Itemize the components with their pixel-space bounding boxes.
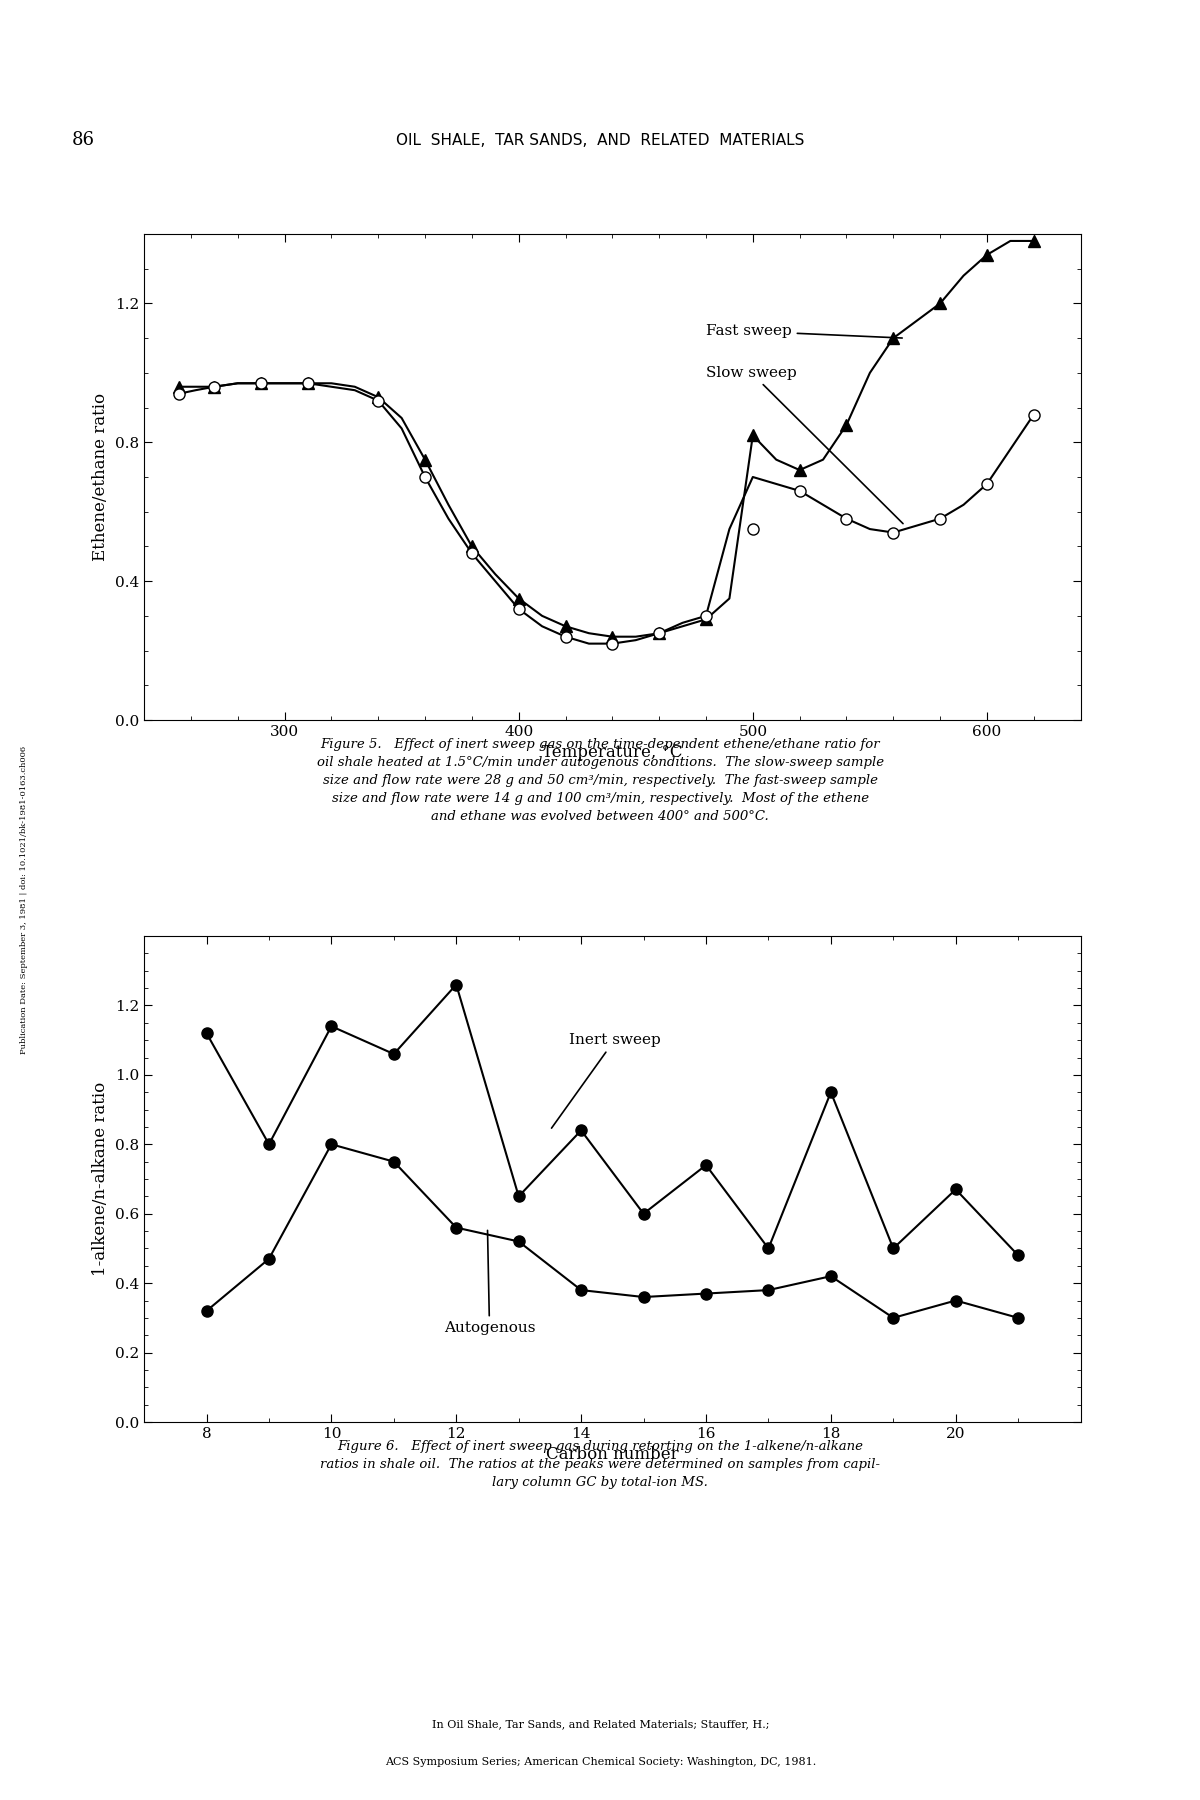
X-axis label: Temperature, °C: Temperature, °C [541,745,683,761]
Y-axis label: 1-alkene/n-alkane ratio: 1-alkene/n-alkane ratio [92,1082,109,1276]
X-axis label: Carbon number: Carbon number [546,1447,678,1463]
Text: 86: 86 [72,131,95,149]
Text: Fast sweep: Fast sweep [706,324,901,338]
Text: In Oil Shale, Tar Sands, and Related Materials; Stauffer, H.;: In Oil Shale, Tar Sands, and Related Mat… [431,1719,769,1730]
Y-axis label: Ethene/ethane ratio: Ethene/ethane ratio [92,392,109,562]
Text: Slow sweep: Slow sweep [706,365,902,524]
Text: OIL  SHALE,  TAR SANDS,  AND  RELATED  MATERIALS: OIL SHALE, TAR SANDS, AND RELATED MATERI… [396,133,804,148]
Text: Autogenous: Autogenous [444,1231,535,1336]
Text: Inert sweep: Inert sweep [551,1033,660,1129]
Text: Figure 6.   Effect of inert sweep gas during retorting on the 1-alkene/n-alkane
: Figure 6. Effect of inert sweep gas duri… [320,1440,880,1489]
Text: ACS Symposium Series; American Chemical Society: Washington, DC, 1981.: ACS Symposium Series; American Chemical … [384,1757,816,1768]
Text: Figure 5.   Effect of inert sweep gas on the time-dependent ethene/ethane ratio : Figure 5. Effect of inert sweep gas on t… [317,738,883,823]
Text: Publication Date: September 3, 1981 | doi: 10.1021/bk-1981-0163.ch006: Publication Date: September 3, 1981 | do… [20,745,28,1055]
